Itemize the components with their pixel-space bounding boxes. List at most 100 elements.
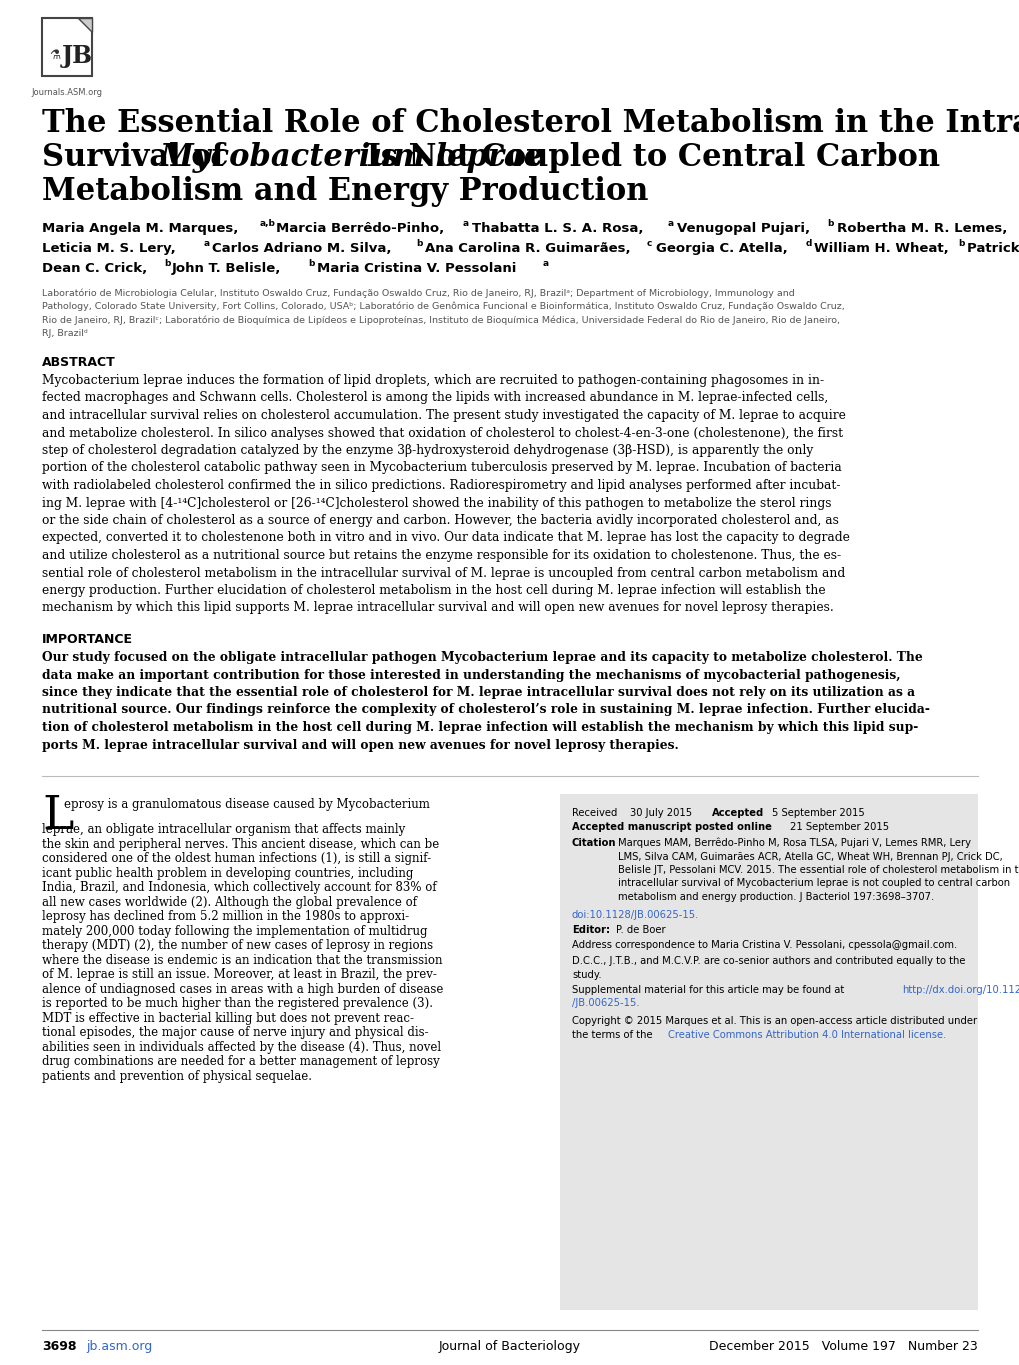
- Text: d: d: [805, 239, 811, 248]
- Text: ⚗: ⚗: [49, 49, 60, 63]
- Text: leprae, an obligate intracellular organism that affects mainly: leprae, an obligate intracellular organi…: [42, 823, 405, 837]
- Text: the terms of the: the terms of the: [572, 1029, 655, 1040]
- Text: Carlos Adriano M. Silva,: Carlos Adriano M. Silva,: [212, 242, 391, 255]
- Text: The Essential Role of Cholesterol Metabolism in the Intracellular: The Essential Role of Cholesterol Metabo…: [42, 108, 1019, 139]
- Text: b: b: [416, 239, 422, 248]
- Text: Dean C. Crick,: Dean C. Crick,: [42, 262, 147, 274]
- Text: therapy (MDT) (2), the number of new cases of leprosy in regions: therapy (MDT) (2), the number of new cas…: [42, 939, 433, 953]
- Text: L: L: [42, 794, 73, 839]
- Text: Journal of Bacteriology: Journal of Bacteriology: [438, 1340, 581, 1353]
- Text: Address correspondence to Maria Cristina V. Pessolani, cpessola@gmail.com.: Address correspondence to Maria Cristina…: [572, 940, 956, 950]
- Text: Received: Received: [572, 808, 616, 818]
- Text: Thabatta L. S. A. Rosa,: Thabatta L. S. A. Rosa,: [472, 222, 643, 235]
- Text: and utilize cholesterol as a nutritional source but retains the enzyme responsib: and utilize cholesterol as a nutritional…: [42, 549, 841, 562]
- Text: all new cases worldwide (2). Although the global prevalence of: all new cases worldwide (2). Although th…: [42, 895, 417, 909]
- Text: Ana Carolina R. Guimarães,: Ana Carolina R. Guimarães,: [425, 242, 630, 255]
- Text: 5 September 2015: 5 September 2015: [771, 808, 864, 818]
- Text: Accepted manuscript posted online: Accepted manuscript posted online: [572, 822, 771, 831]
- Text: http://dx.doi.org/10.1128: http://dx.doi.org/10.1128: [901, 986, 1019, 995]
- Text: a,b: a,b: [260, 218, 275, 228]
- Text: mately 200,000 today following the implementation of multidrug: mately 200,000 today following the imple…: [42, 924, 427, 938]
- Text: Laboratório de Microbiologia Celular, Instituto Oswaldo Cruz, Fundação Oswaldo C: Laboratório de Microbiologia Celular, In…: [42, 288, 844, 337]
- Text: MDT is effective in bacterial killing but does not prevent reac-: MDT is effective in bacterial killing bu…: [42, 1011, 414, 1025]
- Text: Mycobacterium leprae induces the formation of lipid droplets, which are recruite: Mycobacterium leprae induces the formati…: [42, 374, 823, 388]
- Text: ports M. leprae intracellular survival and will open new avenues for novel lepro: ports M. leprae intracellular survival a…: [42, 738, 678, 752]
- Text: sential role of cholesterol metabolism in the intracellular survival of M. lepra: sential role of cholesterol metabolism i…: [42, 566, 845, 580]
- Text: eprosy is a granulomatous disease caused by Mycobacterium: eprosy is a granulomatous disease caused…: [64, 799, 429, 811]
- Text: Maria Angela M. Marques,: Maria Angela M. Marques,: [42, 222, 238, 235]
- Text: 21 September 2015: 21 September 2015: [790, 822, 889, 831]
- Text: b: b: [164, 259, 170, 268]
- Text: a: a: [463, 218, 469, 228]
- Text: fected macrophages and Schwann cells. Cholesterol is among the lipids with incre: fected macrophages and Schwann cells. Ch…: [42, 392, 827, 404]
- Text: Marques MAM, Berrêdo-Pinho M, Rosa TLSA, Pujari V, Lemes RMR, Lery: Marques MAM, Berrêdo-Pinho M, Rosa TLSA,…: [618, 838, 970, 849]
- Text: Editor:: Editor:: [572, 925, 609, 935]
- Text: Survival of: Survival of: [42, 142, 235, 173]
- Text: and metabolize cholesterol. In silico analyses showed that oxidation of choleste: and metabolize cholesterol. In silico an…: [42, 426, 843, 440]
- Text: Creative Commons Attribution 4.0 International license.: Creative Commons Attribution 4.0 Interna…: [667, 1029, 946, 1040]
- Text: /JB.00625-15.: /JB.00625-15.: [572, 999, 639, 1009]
- Text: study.: study.: [572, 969, 601, 980]
- Text: expected, converted it to cholestenone both in vitro and in vivo. Our data indic: expected, converted it to cholestenone b…: [42, 531, 849, 545]
- Text: leprosy has declined from 5.2 million in the 1980s to approxi-: leprosy has declined from 5.2 million in…: [42, 910, 409, 923]
- Text: JB: JB: [61, 44, 93, 68]
- Text: Belisle JT, Pessolani MCV. 2015. The essential role of cholesterol metabolism in: Belisle JT, Pessolani MCV. 2015. The ess…: [618, 865, 1019, 875]
- Text: Is Not Coupled to Central Carbon: Is Not Coupled to Central Carbon: [356, 142, 940, 173]
- Text: Our study focused on the obligate intracellular pathogen Mycobacterium leprae an: Our study focused on the obligate intrac…: [42, 651, 922, 663]
- Text: Accepted: Accepted: [711, 808, 763, 818]
- Text: Georgia C. Atella,: Georgia C. Atella,: [655, 242, 787, 255]
- Text: John T. Belisle,: John T. Belisle,: [172, 262, 281, 274]
- Text: tional episodes, the major cause of nerve injury and physical dis-: tional episodes, the major cause of nerv…: [42, 1026, 428, 1039]
- Text: ing M. leprae with [4-¹⁴C]cholesterol or [26-¹⁴C]cholesterol showed the inabilit: ing M. leprae with [4-¹⁴C]cholesterol or…: [42, 497, 830, 509]
- Text: portion of the cholesterol catabolic pathway seen in Mycobacterium tuberculosis : portion of the cholesterol catabolic pat…: [42, 461, 841, 475]
- Text: is reported to be much higher than the registered prevalence (3).: is reported to be much higher than the r…: [42, 998, 433, 1010]
- Text: December 2015   Volume 197   Number 23: December 2015 Volume 197 Number 23: [708, 1340, 977, 1353]
- Text: icant public health problem in developing countries, including: icant public health problem in developin…: [42, 867, 413, 879]
- Text: with radiolabeled cholesterol confirmed the in silico predictions. Radiorespirom: with radiolabeled cholesterol confirmed …: [42, 479, 840, 491]
- Text: metabolism and energy production. J Bacteriol 197:3698–3707.: metabolism and energy production. J Bact…: [618, 891, 933, 902]
- Text: abilities seen in individuals affected by the disease (4). Thus, novel: abilities seen in individuals affected b…: [42, 1040, 440, 1054]
- Text: considered one of the oldest human infections (1), is still a signif-: considered one of the oldest human infec…: [42, 852, 431, 865]
- Text: a: a: [542, 259, 548, 268]
- Text: Leticia M. S. Lery,: Leticia M. S. Lery,: [42, 242, 175, 255]
- Text: the skin and peripheral nerves. This ancient disease, which can be: the skin and peripheral nerves. This anc…: [42, 838, 439, 850]
- Text: India, Brazil, and Indonesia, which collectively account for 83% of: India, Brazil, and Indonesia, which coll…: [42, 882, 436, 894]
- Text: Metabolism and Energy Production: Metabolism and Energy Production: [42, 176, 648, 207]
- Text: Robertha M. R. Lemes,: Robertha M. R. Lemes,: [837, 222, 1007, 235]
- FancyBboxPatch shape: [559, 794, 977, 1310]
- Text: b: b: [308, 259, 314, 268]
- Text: Venugopal Pujari,: Venugopal Pujari,: [677, 222, 809, 235]
- Text: b: b: [826, 218, 833, 228]
- Text: data make an important contribution for those interested in understanding the me: data make an important contribution for …: [42, 669, 900, 681]
- Text: Patrick J. Brennan,: Patrick J. Brennan,: [966, 242, 1019, 255]
- Text: mechanism by which this lipid supports M. leprae intracellular survival and will: mechanism by which this lipid supports M…: [42, 602, 833, 614]
- Text: alence of undiagnosed cases in areas with a high burden of disease: alence of undiagnosed cases in areas wit…: [42, 983, 443, 995]
- Text: doi:10.1128/JB.00625-15.: doi:10.1128/JB.00625-15.: [572, 909, 699, 920]
- Text: energy production. Further elucidation of cholesterol metabolism in the host cel: energy production. Further elucidation o…: [42, 584, 824, 597]
- Text: patients and prevention of physical sequelae.: patients and prevention of physical sequ…: [42, 1070, 312, 1082]
- Polygon shape: [77, 18, 92, 31]
- Text: 3698: 3698: [42, 1340, 76, 1353]
- Text: 30 July 2015: 30 July 2015: [630, 808, 692, 818]
- Text: Mycobacterium leprae: Mycobacterium leprae: [160, 142, 543, 173]
- Text: and intracellular survival relies on cholesterol accumulation. The present study: and intracellular survival relies on cho…: [42, 410, 845, 422]
- Text: where the disease is endemic is an indication that the transmission: where the disease is endemic is an indic…: [42, 954, 442, 966]
- Text: a: a: [667, 218, 674, 228]
- Text: of M. leprae is still an issue. Moreover, at least in Brazil, the prev-: of M. leprae is still an issue. Moreover…: [42, 968, 436, 981]
- Text: jb.asm.org: jb.asm.org: [86, 1340, 152, 1353]
- Text: IMPORTANCE: IMPORTANCE: [42, 633, 132, 646]
- Text: Journals.ASM.org: Journals.ASM.org: [32, 87, 102, 97]
- Text: Marcia Berrêdo-Pinho,: Marcia Berrêdo-Pinho,: [276, 222, 444, 235]
- Text: Citation: Citation: [572, 838, 615, 848]
- Text: b: b: [957, 239, 963, 248]
- Text: Copyright © 2015 Marques et al. This is an open-access article distributed under: Copyright © 2015 Marques et al. This is …: [572, 1016, 976, 1026]
- Text: tion of cholesterol metabolism in the host cell during M. leprae infection will : tion of cholesterol metabolism in the ho…: [42, 721, 917, 734]
- Text: c: c: [646, 239, 652, 248]
- Text: P. de Boer: P. de Boer: [615, 925, 665, 935]
- Text: since they indicate that the essential role of cholesterol for M. leprae intrace: since they indicate that the essential r…: [42, 687, 914, 699]
- Text: a: a: [204, 239, 210, 248]
- Text: nutritional source. Our findings reinforce the complexity of cholesterol’s role : nutritional source. Our findings reinfor…: [42, 703, 929, 717]
- Text: step of cholesterol degradation catalyzed by the enzyme 3β-hydroxysteroid dehydr: step of cholesterol degradation catalyze…: [42, 444, 812, 457]
- Text: William H. Wheat,: William H. Wheat,: [813, 242, 948, 255]
- Text: Maria Cristina V. Pessolani: Maria Cristina V. Pessolani: [317, 262, 516, 274]
